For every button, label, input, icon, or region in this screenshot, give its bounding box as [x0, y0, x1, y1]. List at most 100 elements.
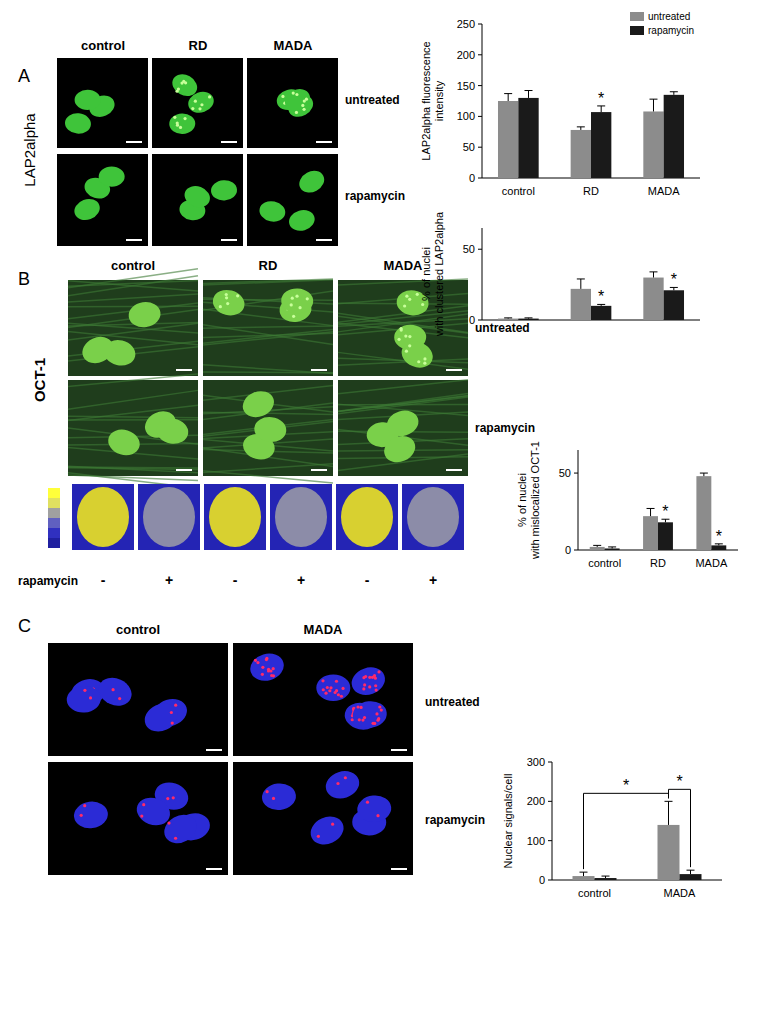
nucleus [380, 431, 419, 467]
nucleus [94, 673, 136, 711]
fiber [68, 276, 198, 296]
tick-label: 0 [539, 874, 545, 886]
tick-label: 100 [457, 110, 475, 122]
scale-bar [391, 749, 407, 751]
micrograph-bg [48, 762, 228, 875]
error-bar [577, 279, 585, 289]
fiber [203, 332, 333, 345]
tick [478, 249, 482, 250]
fiber [68, 323, 198, 340]
panel-label: A [18, 66, 30, 86]
focus [366, 801, 369, 804]
micrograph-bg [48, 643, 228, 756]
row-label: rapamycin [475, 421, 535, 435]
fiber [68, 294, 198, 302]
focus [292, 315, 295, 318]
tick-label: 200 [527, 795, 545, 807]
column-header: control [111, 258, 155, 273]
bars [573, 801, 702, 880]
chart: 050% of nucleiwith mislocalized OCT-1con… [516, 441, 738, 569]
category-label: control [502, 185, 535, 197]
axis-label: % of nucleiwith clustered LAP2alpha [420, 211, 445, 337]
column-header: control [116, 622, 160, 637]
micrograph-bg [247, 154, 338, 246]
nucleus [281, 288, 314, 314]
heatmap-nucleus [341, 487, 393, 547]
error-cap [649, 271, 657, 272]
heatmap-thumb [204, 484, 266, 550]
tick-label: 50 [463, 141, 475, 153]
focus [328, 689, 331, 692]
micrograph-bg [68, 280, 198, 376]
chart: 0100200300Nuclear signals/cellcontrolMAD… [502, 756, 722, 899]
fiber [203, 464, 333, 473]
focus [272, 667, 275, 670]
focus [236, 294, 239, 297]
fiber [338, 359, 468, 365]
nucleus [398, 337, 437, 372]
tick-label: 150 [457, 80, 475, 92]
fiber [338, 394, 468, 412]
focus [377, 670, 380, 673]
focus [184, 81, 187, 84]
scale-bar [446, 369, 462, 371]
focus [176, 121, 179, 124]
focus [261, 666, 264, 669]
micrograph [48, 643, 228, 756]
category-label: MADA [648, 185, 680, 197]
bar [591, 306, 611, 320]
heatmap-thumb [336, 484, 398, 550]
error-stem [668, 801, 669, 825]
nucleus [169, 113, 196, 134]
error-stem [528, 91, 529, 98]
micrograph-bg [233, 643, 413, 756]
error-bar [577, 127, 585, 130]
focus [80, 814, 83, 817]
scale-bar [316, 239, 332, 241]
focus [423, 362, 426, 365]
error-cap [577, 278, 585, 279]
error-cap [647, 508, 655, 509]
focus [179, 126, 182, 129]
category-label: MADA [664, 887, 696, 899]
fiber [338, 279, 468, 285]
micrograph-bg [338, 280, 468, 376]
error-cap [700, 473, 708, 474]
nucleus [210, 179, 237, 201]
micrograph-bg [68, 380, 198, 476]
error-stem [653, 99, 654, 111]
error-bar [593, 545, 601, 547]
fiber [68, 281, 198, 291]
nucleus [253, 415, 288, 443]
fiber [338, 380, 468, 394]
tick-label: 0 [469, 172, 475, 184]
error-bar [504, 94, 512, 101]
focus [208, 95, 211, 98]
error-bar [649, 99, 657, 111]
bar [658, 825, 680, 880]
focus [191, 107, 194, 110]
tick [548, 801, 552, 802]
focus [172, 796, 175, 799]
panel-label: B [18, 269, 30, 289]
nucleus [127, 300, 162, 329]
focus [83, 689, 86, 692]
focus [361, 718, 364, 721]
focus [272, 797, 275, 800]
bar [518, 319, 538, 320]
focus [174, 837, 177, 840]
color-scale [48, 518, 60, 528]
axis-label-line: % of nuclei [516, 473, 528, 527]
sign: - [365, 572, 370, 588]
focus [170, 711, 173, 714]
error-stem [690, 870, 691, 874]
focus [344, 776, 347, 779]
nucleus [78, 332, 118, 368]
row-label: untreated [425, 695, 480, 709]
heatmap-thumb [402, 484, 464, 550]
bar [643, 111, 663, 178]
focus [405, 295, 408, 298]
tick-label: 300 [527, 756, 545, 768]
error-cap [602, 876, 610, 877]
micrograph-bg [247, 58, 338, 148]
